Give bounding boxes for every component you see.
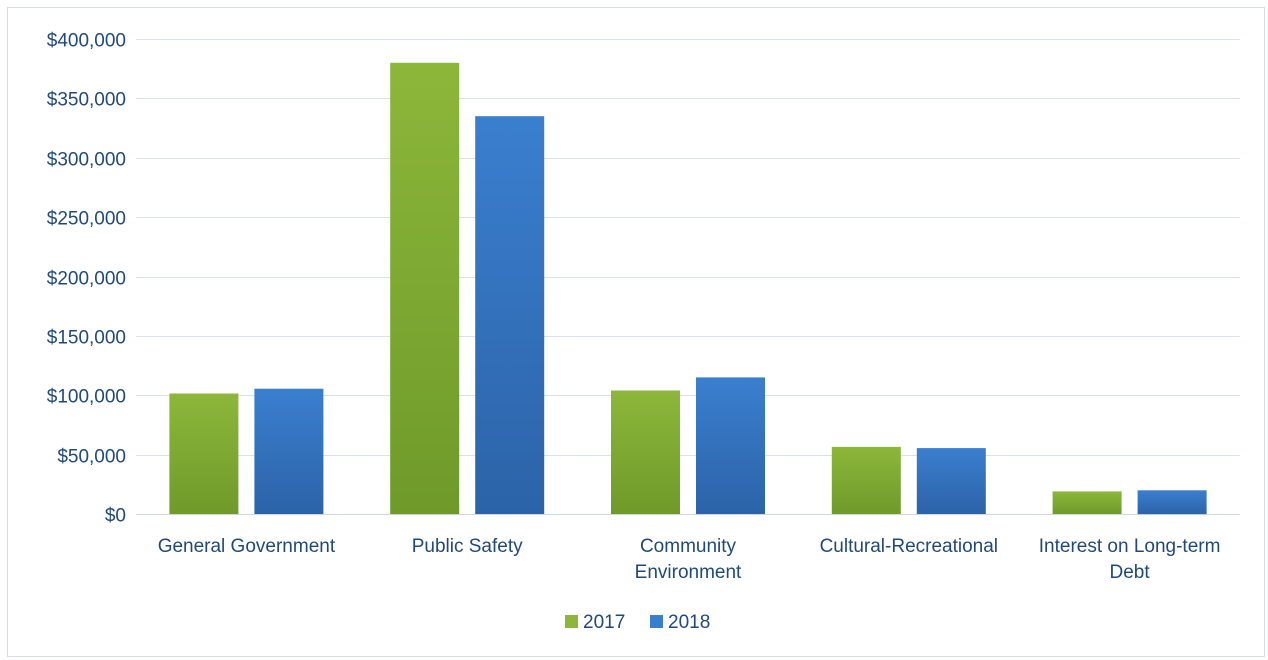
bar-2018-3 bbox=[916, 448, 986, 514]
bar-2018-4 bbox=[1137, 490, 1207, 515]
chart-area: $0 $50,000 $100,000 $150,000 $200,000 $250,00… bbox=[7, 7, 1265, 657]
y-tick-label: $0 bbox=[105, 506, 126, 527]
x-category-label: Cultural-Recreational bbox=[820, 536, 998, 557]
legend-swatch-2018 bbox=[650, 615, 663, 628]
legend-swatch-2017 bbox=[565, 615, 578, 628]
bar-2018-2 bbox=[696, 377, 765, 514]
bar-2018-0 bbox=[254, 388, 324, 514]
x-category-label: General Government bbox=[158, 536, 336, 557]
x-category-label: Interest on Long-term bbox=[1039, 536, 1221, 557]
bar-2017-2 bbox=[611, 390, 680, 514]
bar-2017-1 bbox=[390, 62, 460, 515]
x-category-label: Debt bbox=[1110, 562, 1151, 583]
bar-2017-0 bbox=[169, 393, 239, 514]
y-tick-label: $250,000 bbox=[47, 209, 126, 230]
legend-label-2018: 2018 bbox=[668, 612, 710, 633]
y-tick-label: $400,000 bbox=[47, 31, 126, 52]
y-axis-tick-labels: $0 $50,000 $100,000 $150,000 $200,000 $250,00… bbox=[47, 31, 126, 527]
bar-2017-3 bbox=[831, 446, 901, 514]
y-tick-label: $200,000 bbox=[47, 269, 126, 290]
y-tick-label: $350,000 bbox=[47, 90, 126, 111]
bar-2018-1 bbox=[475, 116, 545, 514]
x-category-label: Public Safety bbox=[412, 536, 523, 557]
x-category-label: Community bbox=[640, 536, 737, 557]
bar-chart: $0 $50,000 $100,000 $150,000 $200,000 $250,00… bbox=[47, 31, 1240, 633]
bar-2017-4 bbox=[1052, 491, 1122, 514]
y-tick-label: $50,000 bbox=[57, 447, 126, 468]
y-tick-label: $150,000 bbox=[47, 328, 126, 349]
bars bbox=[169, 62, 1207, 515]
y-tick-label: $300,000 bbox=[47, 150, 126, 171]
x-axis-category-labels: General Government Public Safety Community… bbox=[158, 536, 1221, 583]
y-tick-label: $100,000 bbox=[47, 387, 126, 408]
legend-label-2017: 2017 bbox=[583, 612, 625, 633]
legend: 2017 2018 bbox=[565, 612, 710, 633]
x-category-label: Environment bbox=[635, 562, 742, 583]
